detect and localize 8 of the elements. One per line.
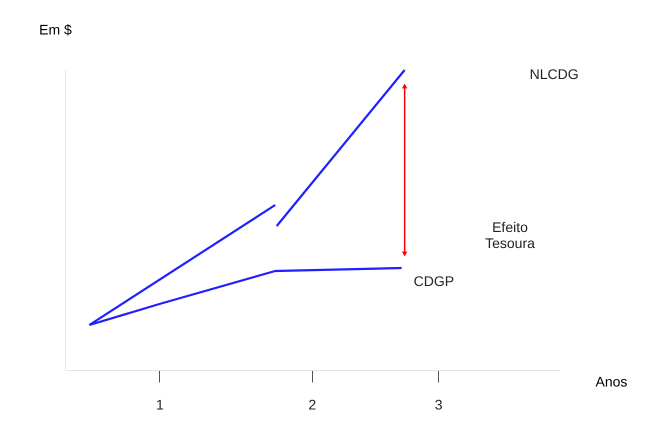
- x-tick-label: 1: [156, 396, 164, 412]
- x-axis-title: Anos: [596, 374, 628, 390]
- x-tick-label: 3: [434, 396, 443, 412]
- y-axis-title: Em $: [39, 22, 72, 38]
- x-tick-label: 2: [308, 396, 316, 412]
- annotation: Efeito Tesoura: [485, 219, 536, 251]
- series-label: CDGP: [414, 273, 454, 289]
- text: NLCDG: [530, 66, 579, 82]
